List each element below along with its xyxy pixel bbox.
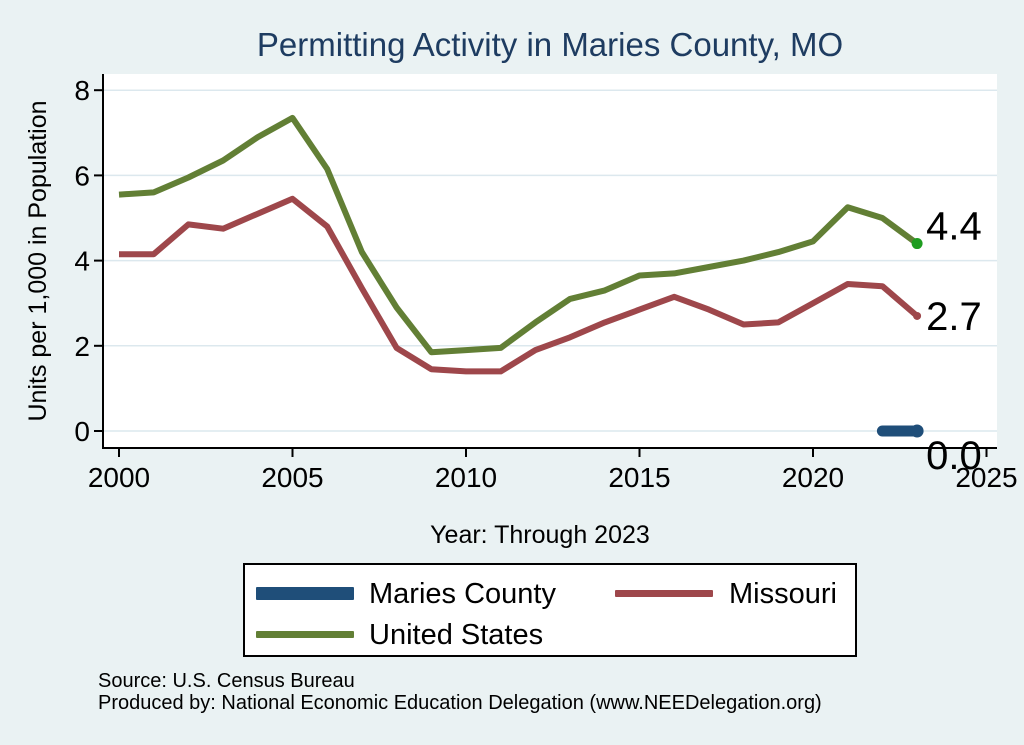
x-axis-tick-label-2025: 2025 (955, 462, 1017, 493)
y-axis-tick-label-0: 0 (74, 416, 90, 447)
tick-labels-layer: 0 2 4 6 8 2000 2005 2010 2015 2020 2025 (74, 75, 1017, 493)
axes-layer (94, 74, 997, 457)
end-labels-layer: 0.0 2.7 4.4 (926, 205, 982, 478)
legend-swatch-missouri (615, 590, 713, 597)
legend: Maries County Missouri United States (243, 563, 857, 657)
x-axis-tick-label-2000: 2000 (88, 462, 150, 493)
series-line-united-states (118, 114, 919, 356)
x-axis-title: Year: Through 2023 (430, 521, 650, 549)
legend-label-united-states: United States (369, 619, 544, 651)
series-end-value-label-missouri: 2.7 (926, 295, 982, 339)
footer-source-line: Source: U.S. Census Bureau (98, 670, 355, 692)
series-end-marker-united-states (911, 238, 923, 250)
footer-produced-by-line: Produced by: National Economic Education… (98, 692, 822, 714)
y-axis-tick-label-2: 2 (74, 331, 90, 362)
legend-label-missouri: Missouri (729, 578, 837, 610)
x-axis-tick-label-2010: 2010 (435, 462, 497, 493)
footer: Source: U.S. Census Bureau Produced by: … (98, 670, 822, 714)
series-layer (118, 114, 924, 438)
gridlines-layer (103, 89, 997, 432)
series-end-marker-maries-county (910, 424, 924, 438)
y-axis-tick-label-6: 6 (74, 160, 90, 191)
y-axis-tick-label-4: 4 (74, 246, 90, 277)
x-axis-tick-label-2015: 2015 (608, 462, 670, 493)
legend-swatch-united-states (256, 631, 354, 638)
y-axis-tick-label-8: 8 (74, 75, 90, 106)
x-axis-tick-label-2005: 2005 (261, 462, 323, 493)
series-end-marker-missouri (913, 311, 922, 320)
y-axis-title: Units per 1,000 in Population (24, 100, 52, 421)
legend-label-maries-county: Maries County (369, 578, 556, 610)
legend-swatch-maries-county (256, 587, 354, 600)
series-end-value-label-united-states: 4.4 (926, 205, 982, 249)
series-end-value-label-maries-county: 0.0 (926, 434, 982, 478)
x-axis-tick-label-2020: 2020 (782, 462, 844, 493)
chart-title: Permitting Activity in Maries County, MO (256, 26, 844, 63)
series-line-missouri (119, 195, 920, 375)
